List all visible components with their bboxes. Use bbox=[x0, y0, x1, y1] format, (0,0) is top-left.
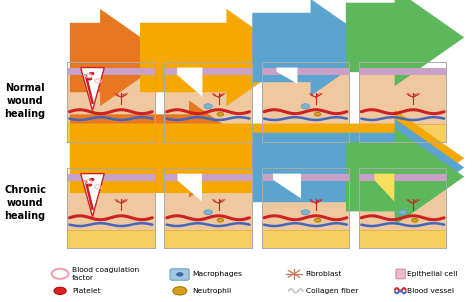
Bar bbox=[262, 168, 349, 248]
Text: Inflammation: Inflammation bbox=[185, 45, 250, 54]
Bar bbox=[164, 181, 252, 230]
Text: Neutrophil: Neutrophil bbox=[192, 288, 231, 294]
Bar bbox=[164, 230, 252, 248]
FancyBboxPatch shape bbox=[396, 269, 405, 279]
Text: Blood vessel: Blood vessel bbox=[407, 288, 454, 294]
Circle shape bbox=[173, 287, 187, 295]
Text: Normal
wound
healing: Normal wound healing bbox=[4, 83, 46, 119]
Bar bbox=[359, 181, 447, 230]
Circle shape bbox=[399, 210, 407, 215]
Circle shape bbox=[54, 287, 66, 294]
Circle shape bbox=[314, 218, 321, 222]
Text: Proliferation: Proliferation bbox=[285, 35, 347, 44]
Bar bbox=[164, 174, 252, 181]
Circle shape bbox=[217, 218, 224, 222]
Bar bbox=[67, 181, 155, 230]
Polygon shape bbox=[276, 68, 298, 84]
Polygon shape bbox=[81, 68, 104, 111]
Bar bbox=[359, 75, 447, 124]
FancyBboxPatch shape bbox=[170, 269, 189, 280]
Bar bbox=[262, 62, 349, 142]
Polygon shape bbox=[177, 174, 202, 201]
Circle shape bbox=[217, 112, 224, 116]
Bar bbox=[359, 230, 447, 248]
Circle shape bbox=[87, 77, 92, 80]
Circle shape bbox=[314, 112, 321, 116]
Bar bbox=[67, 75, 155, 124]
Bar bbox=[359, 62, 447, 142]
Text: Remodeling: Remodeling bbox=[376, 25, 434, 34]
Bar bbox=[359, 174, 447, 181]
Bar bbox=[164, 124, 252, 142]
Circle shape bbox=[301, 104, 310, 109]
Circle shape bbox=[411, 218, 418, 222]
Bar bbox=[67, 68, 155, 75]
Polygon shape bbox=[177, 68, 202, 97]
Circle shape bbox=[204, 104, 212, 109]
Text: Epithelial cell: Epithelial cell bbox=[407, 271, 457, 277]
Text: Chronic
wound
healing: Chronic wound healing bbox=[4, 185, 46, 221]
Bar bbox=[262, 75, 349, 124]
Text: Blood coagulation
factor: Blood coagulation factor bbox=[72, 267, 139, 281]
Bar bbox=[262, 68, 349, 75]
Text: Hemostasis: Hemostasis bbox=[91, 45, 148, 54]
Bar bbox=[262, 124, 349, 142]
Polygon shape bbox=[81, 174, 104, 217]
Circle shape bbox=[87, 183, 92, 186]
Polygon shape bbox=[273, 174, 301, 198]
Text: Fibroblast: Fibroblast bbox=[306, 271, 342, 277]
Circle shape bbox=[90, 72, 94, 75]
Bar bbox=[359, 168, 447, 248]
Polygon shape bbox=[374, 174, 394, 201]
Circle shape bbox=[204, 210, 212, 215]
Bar bbox=[262, 174, 349, 181]
Text: Platelet: Platelet bbox=[72, 288, 100, 294]
Bar bbox=[164, 168, 252, 248]
Bar bbox=[359, 124, 447, 142]
Circle shape bbox=[90, 178, 94, 181]
Text: Macrophages: Macrophages bbox=[192, 271, 242, 277]
Bar bbox=[67, 230, 155, 248]
Circle shape bbox=[301, 210, 310, 215]
Text: Collagen fiber: Collagen fiber bbox=[306, 288, 358, 294]
Bar bbox=[67, 124, 155, 142]
Bar bbox=[262, 181, 349, 230]
Bar bbox=[359, 68, 447, 75]
Circle shape bbox=[176, 272, 183, 277]
Bar bbox=[67, 62, 155, 142]
Bar bbox=[164, 75, 252, 124]
Bar bbox=[164, 62, 252, 142]
Bar bbox=[164, 68, 252, 75]
Bar bbox=[67, 174, 155, 181]
Bar bbox=[67, 168, 155, 248]
Bar bbox=[262, 230, 349, 248]
